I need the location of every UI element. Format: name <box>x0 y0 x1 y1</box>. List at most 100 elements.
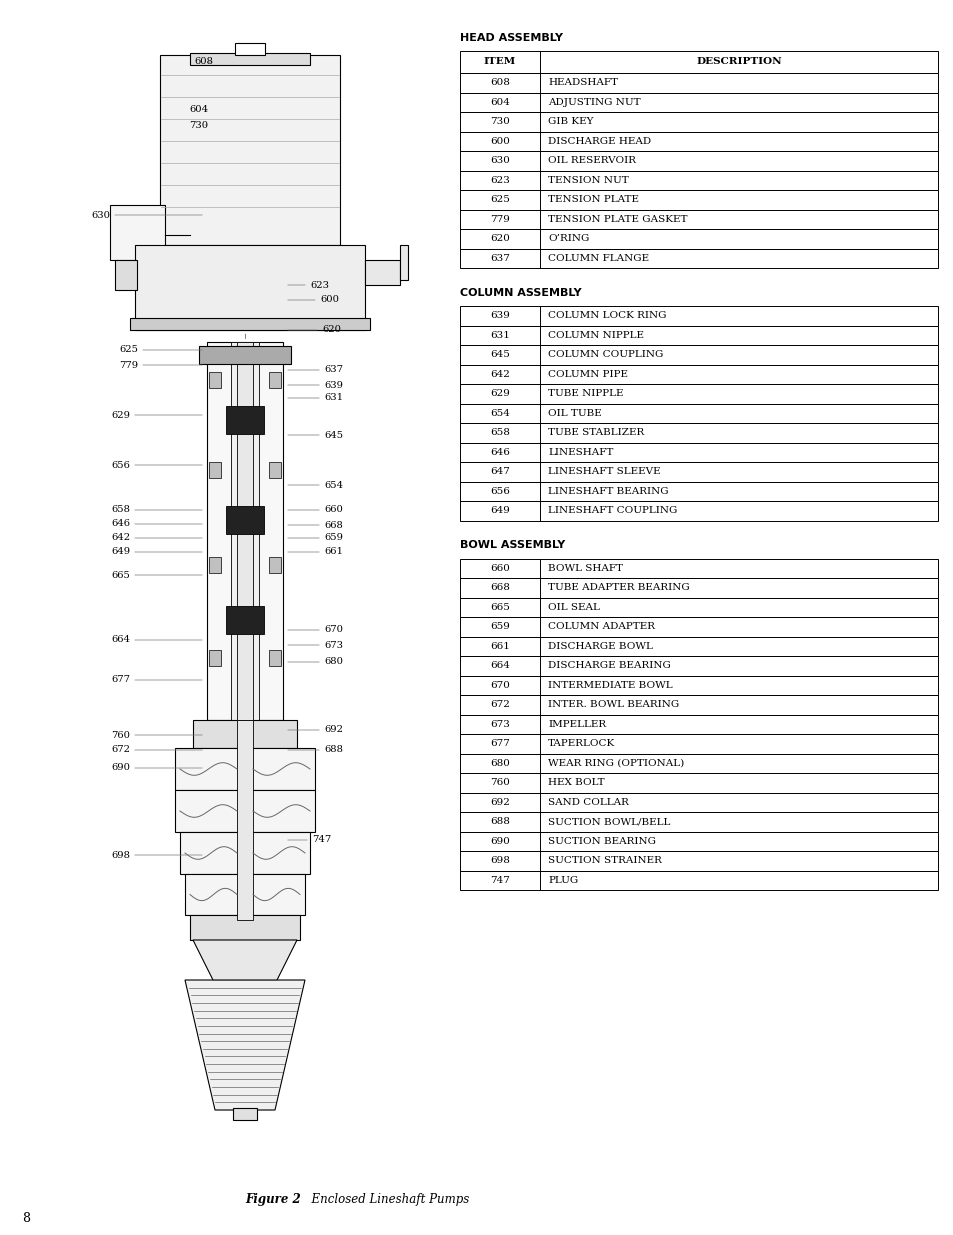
Text: 625: 625 <box>119 346 138 354</box>
Text: 656: 656 <box>111 461 130 469</box>
Text: 631: 631 <box>324 394 343 403</box>
Bar <box>459 248 937 268</box>
Text: 661: 661 <box>324 547 343 557</box>
Text: 692: 692 <box>324 725 343 735</box>
Bar <box>269 372 281 388</box>
Text: 642: 642 <box>490 369 510 379</box>
Text: 637: 637 <box>490 253 510 263</box>
Bar <box>459 482 937 501</box>
Text: 673: 673 <box>324 641 343 650</box>
Bar <box>459 773 937 793</box>
Bar <box>190 915 299 940</box>
Text: COLUMN FLANGE: COLUMN FLANGE <box>547 253 648 263</box>
Text: 665: 665 <box>490 603 510 611</box>
Bar <box>234 43 265 56</box>
Text: TENSION PLATE: TENSION PLATE <box>547 195 639 204</box>
Text: 730: 730 <box>189 121 208 130</box>
Text: 698: 698 <box>111 851 130 860</box>
Bar <box>135 245 365 330</box>
Bar <box>459 734 937 753</box>
Text: DISCHARGE HEAD: DISCHARGE HEAD <box>547 137 651 146</box>
Bar <box>180 832 310 874</box>
Bar <box>209 650 221 666</box>
Text: 670: 670 <box>324 625 343 635</box>
Text: COLUMN LOCK RING: COLUMN LOCK RING <box>547 311 666 320</box>
Text: ADJUSTING NUT: ADJUSTING NUT <box>547 98 640 106</box>
Bar <box>459 384 937 404</box>
Text: DISCHARGE BEARING: DISCHARGE BEARING <box>547 661 670 671</box>
Text: COLUMN ADAPTER: COLUMN ADAPTER <box>547 622 655 631</box>
Text: 623: 623 <box>310 280 329 289</box>
Text: HEADSHAFT: HEADSHAFT <box>547 78 618 88</box>
Text: 630: 630 <box>91 210 110 220</box>
Bar <box>459 424 937 442</box>
Text: TENSION PLATE GASKET: TENSION PLATE GASKET <box>547 215 687 224</box>
Text: SAND COLLAR: SAND COLLAR <box>547 798 628 806</box>
Bar <box>459 558 937 578</box>
Bar <box>236 342 253 720</box>
Text: 677: 677 <box>490 740 510 748</box>
Text: 637: 637 <box>324 366 343 374</box>
Text: 672: 672 <box>111 746 130 755</box>
Bar <box>459 131 937 151</box>
Bar <box>459 578 937 598</box>
Bar <box>160 56 339 245</box>
Text: GIB KEY: GIB KEY <box>547 117 593 126</box>
Bar <box>110 205 165 261</box>
Text: IMPELLER: IMPELLER <box>547 720 605 729</box>
Bar <box>174 748 314 790</box>
Text: SUCTION BEARING: SUCTION BEARING <box>547 837 656 846</box>
Text: PLUG: PLUG <box>547 876 578 884</box>
Bar <box>269 557 281 573</box>
Bar <box>459 501 937 520</box>
Text: 698: 698 <box>490 856 510 866</box>
Text: 642: 642 <box>111 534 130 542</box>
Bar <box>459 636 937 656</box>
Text: INTERMEDIATE BOWL: INTERMEDIATE BOWL <box>547 680 672 690</box>
Text: 688: 688 <box>490 818 510 826</box>
Bar <box>459 831 937 851</box>
Text: 600: 600 <box>319 295 338 305</box>
Bar <box>269 462 281 478</box>
Text: 760: 760 <box>111 730 130 740</box>
Text: 629: 629 <box>111 410 130 420</box>
Text: LINESHAFT COUPLING: LINESHAFT COUPLING <box>547 506 677 515</box>
Bar <box>130 317 370 330</box>
Bar <box>399 245 408 280</box>
Bar <box>459 695 937 715</box>
Text: 664: 664 <box>111 636 130 645</box>
Text: 620: 620 <box>490 235 510 243</box>
Text: 661: 661 <box>490 642 510 651</box>
Text: 665: 665 <box>111 571 130 579</box>
Bar <box>209 557 221 573</box>
Text: 604: 604 <box>189 105 208 115</box>
Text: 690: 690 <box>490 837 510 846</box>
Bar <box>459 306 937 326</box>
Text: 646: 646 <box>490 448 510 457</box>
Bar <box>233 1108 256 1120</box>
Text: 647: 647 <box>490 467 510 477</box>
Bar <box>459 715 937 734</box>
Bar <box>459 462 937 482</box>
Bar <box>459 851 937 871</box>
Bar <box>209 372 221 388</box>
Text: 654: 654 <box>490 409 510 417</box>
Text: 747: 747 <box>312 836 331 845</box>
Text: DISCHARGE BOWL: DISCHARGE BOWL <box>547 642 652 651</box>
Text: 645: 645 <box>324 431 343 440</box>
Bar <box>459 190 937 210</box>
Text: 688: 688 <box>324 746 343 755</box>
Text: 779: 779 <box>490 215 510 224</box>
Text: 629: 629 <box>490 389 510 398</box>
Text: 646: 646 <box>111 520 130 529</box>
Text: 608: 608 <box>490 78 510 88</box>
Text: 625: 625 <box>490 195 510 204</box>
Text: WEAR RING (OPTIONAL): WEAR RING (OPTIONAL) <box>547 758 683 768</box>
Text: DESCRIPTION: DESCRIPTION <box>696 58 781 67</box>
Text: TUBE STABLIZER: TUBE STABLIZER <box>547 429 643 437</box>
Bar <box>459 151 937 170</box>
Text: LINESHAFT: LINESHAFT <box>547 448 613 457</box>
Bar <box>459 326 937 345</box>
Bar <box>459 210 937 228</box>
Text: 692: 692 <box>490 798 510 806</box>
